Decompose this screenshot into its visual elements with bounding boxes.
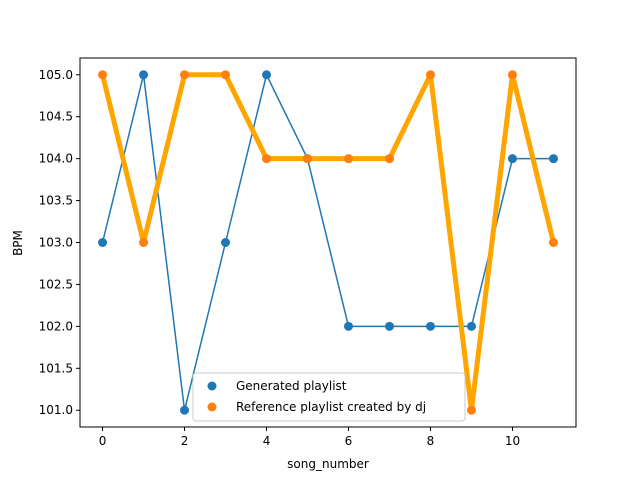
x-tick-label: 0 <box>99 434 107 448</box>
y-tick-label: 104.5 <box>39 110 73 124</box>
legend-marker-reference <box>207 402 217 412</box>
legend: Generated playlist Reference playlist cr… <box>192 372 466 422</box>
data-point-reference <box>507 70 517 80</box>
y-tick-label: 104.0 <box>39 152 73 166</box>
y-tick-label: 103.5 <box>39 194 73 208</box>
x-tick-label: 4 <box>263 434 271 448</box>
legend-marker-generated <box>207 381 217 391</box>
data-point-reference <box>262 154 272 164</box>
data-point-generated <box>384 321 394 331</box>
legend-label-generated: Generated playlist <box>236 379 347 393</box>
x-tick-label: 2 <box>181 434 189 448</box>
data-point-generated <box>466 321 476 331</box>
data-point-reference <box>303 154 313 164</box>
y-axis-label: BPM <box>11 230 25 256</box>
data-point-generated <box>98 238 108 247</box>
data-point-generated <box>262 70 272 80</box>
y-tick-label: 105.0 <box>39 68 73 82</box>
data-point-generated <box>221 238 231 247</box>
x-tick-label: 6 <box>345 434 353 448</box>
data-point-generated <box>343 321 353 331</box>
data-point-reference <box>548 238 558 247</box>
data-point-generated <box>180 405 190 415</box>
y-tick-label: 103.0 <box>39 236 73 250</box>
data-point-generated <box>507 154 517 164</box>
data-point-reference <box>425 70 435 80</box>
x-axis: 0 2 4 6 8 10 <box>99 427 520 448</box>
data-point-generated <box>425 321 435 331</box>
legend-label-reference: Reference playlist created by dj <box>236 400 426 414</box>
y-tick-label: 101.5 <box>39 361 73 375</box>
data-point-reference <box>98 70 108 80</box>
y-tick-label: 102.0 <box>39 319 73 333</box>
x-axis-label: song_number <box>287 457 369 471</box>
series-layer <box>98 70 558 415</box>
data-point-reference <box>466 405 476 415</box>
y-tick-label: 101.0 <box>39 403 73 417</box>
data-point-reference <box>343 154 353 164</box>
series-line-reference <box>100 72 556 413</box>
x-tick-label: 8 <box>427 434 435 448</box>
data-point-generated <box>139 70 149 80</box>
data-point-reference <box>221 70 231 80</box>
x-tick-label: 10 <box>505 434 520 448</box>
y-tick-label: 102.5 <box>39 277 73 291</box>
data-point-reference <box>180 70 190 80</box>
data-point-reference <box>139 238 149 247</box>
data-point-reference <box>384 154 394 164</box>
y-axis: 101.0 101.5 102.0 102.5 103.0 103.5 104.0 104.5… <box>39 68 80 417</box>
series-line-generated <box>101 74 554 411</box>
data-point-generated <box>548 154 558 164</box>
legend-box <box>192 372 466 422</box>
